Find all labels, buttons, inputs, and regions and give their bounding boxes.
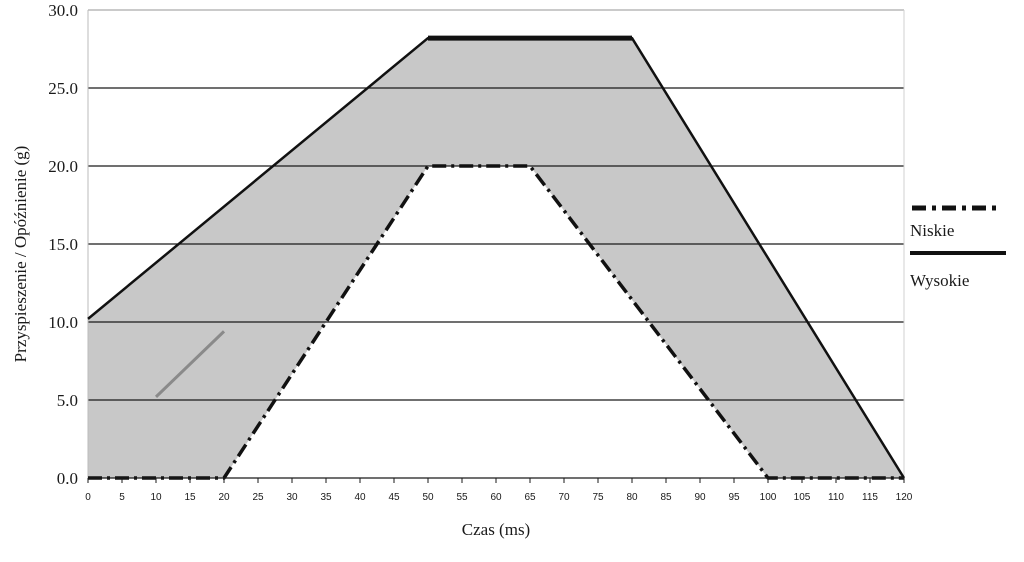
- y-tick-label-6: 30.0: [48, 1, 78, 20]
- x-tick-label-23: 115: [862, 492, 878, 503]
- x-tick-label-24: 120: [896, 492, 913, 503]
- legend-label-niskie: Niskie: [910, 221, 954, 240]
- x-axis: 0 5 10 15 20 25 30 35 40 45 50 55 60 65 70 75 80 85 90 95 10…: [85, 477, 913, 503]
- x-tick-label-0: 0: [85, 492, 91, 503]
- x-tick-label-2: 10: [150, 492, 162, 503]
- x-axis-title: Czas (ms): [462, 520, 530, 539]
- x-tick-label-19: 95: [728, 492, 740, 503]
- y-tick-label-3: 15.0: [48, 235, 78, 254]
- x-tick-label-8: 40: [354, 492, 366, 503]
- x-tick-label-17: 85: [660, 492, 672, 503]
- x-tick-label-20: 100: [760, 492, 777, 503]
- x-tick-label-4: 20: [218, 492, 230, 503]
- gridlines: [87, 9, 905, 478]
- x-tick-label-16: 80: [626, 492, 638, 503]
- x-tick-label-12: 60: [490, 492, 502, 503]
- x-tick-label-6: 30: [286, 492, 298, 503]
- x-tick-label-3: 15: [184, 492, 196, 503]
- x-tick-label-5: 25: [252, 492, 264, 503]
- x-tick-label-21: 105: [794, 492, 811, 503]
- y-tick-label-1: 5.0: [57, 391, 78, 410]
- y-tick-label-0: 0.0: [57, 469, 78, 488]
- x-tick-label-13: 65: [524, 492, 536, 503]
- x-tick-label-15: 75: [592, 492, 604, 503]
- y-tick-label-5: 25.0: [48, 79, 78, 98]
- y-tick-label-4: 20.0: [48, 157, 78, 176]
- x-tick-label-10: 50: [422, 492, 434, 503]
- annotation-segment: [154, 330, 226, 398]
- x-tick-label-7: 35: [320, 492, 332, 503]
- x-tick-label-18: 90: [694, 492, 706, 503]
- legend: Niskie Wysokie: [910, 205, 1006, 290]
- x-tick-label-9: 45: [388, 492, 400, 503]
- legend-label-wysokie: Wysokie: [910, 271, 969, 290]
- y-tick-label-2: 10.0: [48, 313, 78, 332]
- x-tick-label-11: 55: [456, 492, 468, 503]
- x-tick-label-22: 110: [828, 492, 844, 503]
- y-axis: 0.0 5.0 10.0 15.0 20.0 25.0 30.0: [48, 1, 78, 488]
- y-axis-title: Przyspieszenie / Opóźnienie (g): [11, 146, 30, 363]
- x-tick-label-14: 70: [558, 492, 570, 503]
- x-tick-label-1: 5: [119, 492, 125, 503]
